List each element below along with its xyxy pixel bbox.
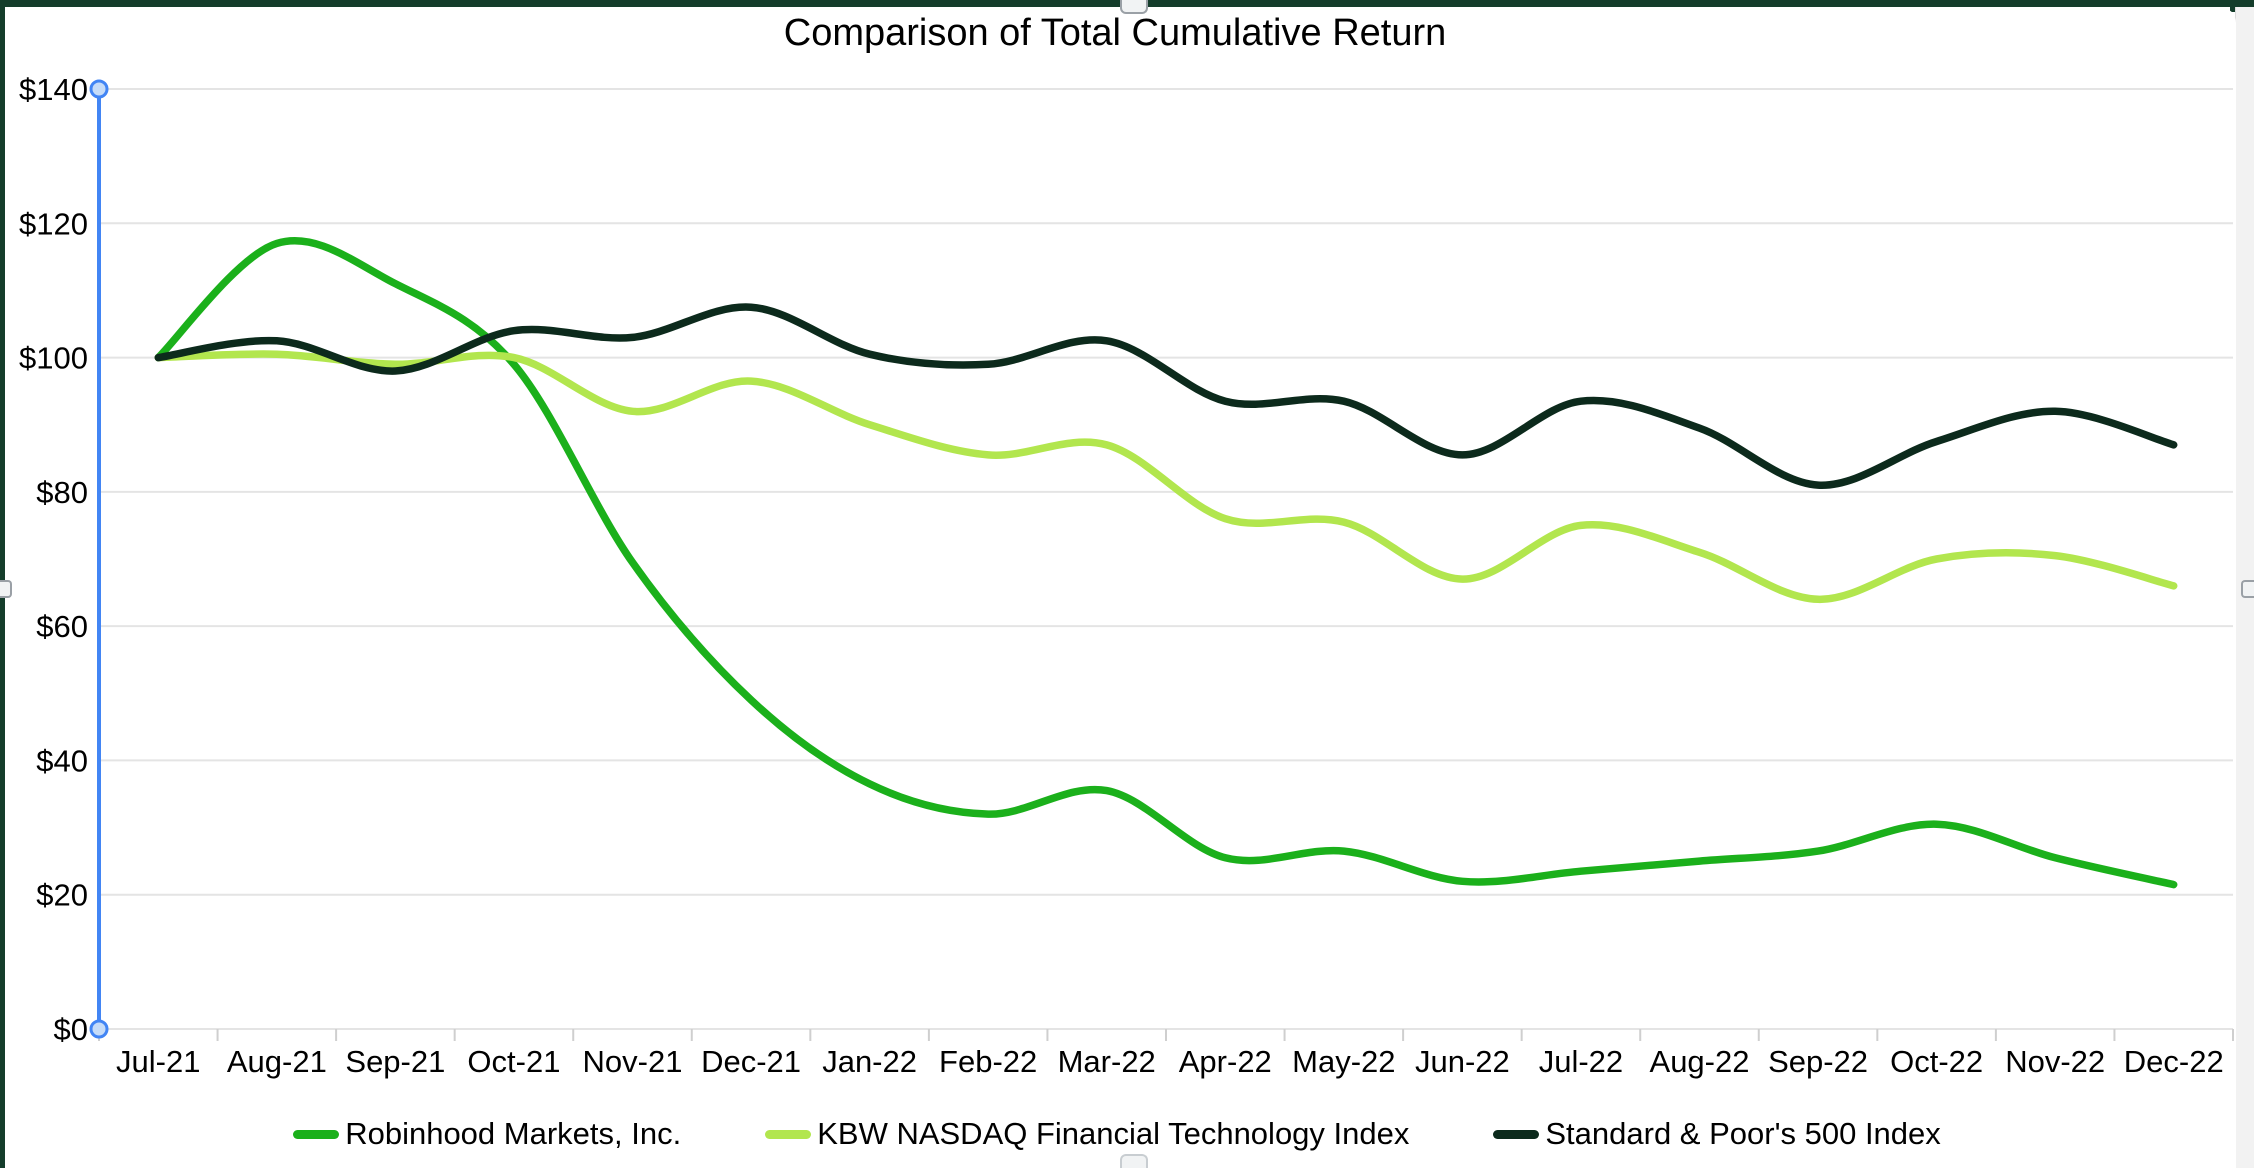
x-axis-label: May-22: [1292, 1044, 1395, 1079]
x-axis-label: Dec-21: [701, 1044, 801, 1079]
x-axis-label: Feb-22: [939, 1044, 1037, 1079]
axis-selection-handle[interactable]: [89, 79, 109, 99]
x-axis-label: Jul-21: [116, 1044, 200, 1079]
y-axis-label: $100: [19, 341, 88, 376]
legend-item-robinhood[interactable]: Robinhood Markets, Inc.: [293, 1116, 681, 1152]
legend-item-sp500[interactable]: Standard & Poor's 500 Index: [1493, 1116, 1941, 1152]
chart-resize-handle-top[interactable]: [1120, 0, 1148, 14]
x-axis-label: Nov-21: [583, 1044, 683, 1079]
x-axis-label: Apr-22: [1179, 1044, 1272, 1079]
x-axis-label: Aug-21: [227, 1044, 327, 1079]
chart-resize-handle-left[interactable]: [0, 580, 12, 598]
y-axis-label: $60: [36, 609, 88, 644]
legend-label-sp500: Standard & Poor's 500 Index: [1545, 1116, 1941, 1151]
x-axis-label: Jun-22: [1415, 1044, 1510, 1079]
y-axis-label: $80: [36, 475, 88, 510]
legend-label-robinhood: Robinhood Markets, Inc.: [345, 1116, 682, 1151]
series-line-0[interactable]: [154, 236, 2178, 889]
x-axis-label: Mar-22: [1058, 1044, 1156, 1079]
x-axis-label: Jul-22: [1539, 1044, 1623, 1079]
y-axis-label: $20: [36, 878, 88, 913]
robinhood-series-swatch-icon: [293, 1129, 340, 1139]
y-axis-label: $120: [19, 206, 88, 241]
chart-resize-handle-right[interactable]: [2241, 580, 2254, 598]
series-line-2[interactable]: [154, 303, 2178, 489]
y-axis-label: $0: [54, 1012, 88, 1047]
y-axis-label: $140: [19, 72, 88, 107]
chart-title: Comparison of Total Cumulative Return: [783, 12, 1447, 54]
x-axis-label: Oct-22: [1890, 1044, 1983, 1079]
legend-label-kbw-nasdaq: KBW NASDAQ Financial Technology Index: [817, 1116, 1410, 1151]
x-axis-label: Jan-22: [822, 1044, 917, 1079]
axis-selection-handle[interactable]: [89, 1019, 109, 1039]
x-axis-label: Dec-22: [2124, 1044, 2224, 1079]
legend-item-kbw-nasdaq[interactable]: KBW NASDAQ Financial Technology Index: [765, 1116, 1409, 1152]
chart-resize-handle-bottom[interactable]: [1120, 1154, 1148, 1168]
y-axis-label: $40: [36, 743, 88, 778]
series-line-1[interactable]: [154, 350, 2178, 604]
kbw-series-swatch-icon: [765, 1129, 812, 1139]
x-axis-label: Sep-21: [345, 1044, 445, 1079]
sp500-series-swatch-icon: [1493, 1129, 1540, 1139]
chart-legend: Robinhood Markets, Inc. KBW NASDAQ Finan…: [100, 1108, 2134, 1160]
x-axis-label: Nov-22: [2005, 1044, 2105, 1079]
x-axis-label: Aug-22: [1650, 1044, 1750, 1079]
x-axis-label: Oct-21: [467, 1044, 560, 1079]
x-axis-label: Sep-22: [1768, 1044, 1868, 1079]
